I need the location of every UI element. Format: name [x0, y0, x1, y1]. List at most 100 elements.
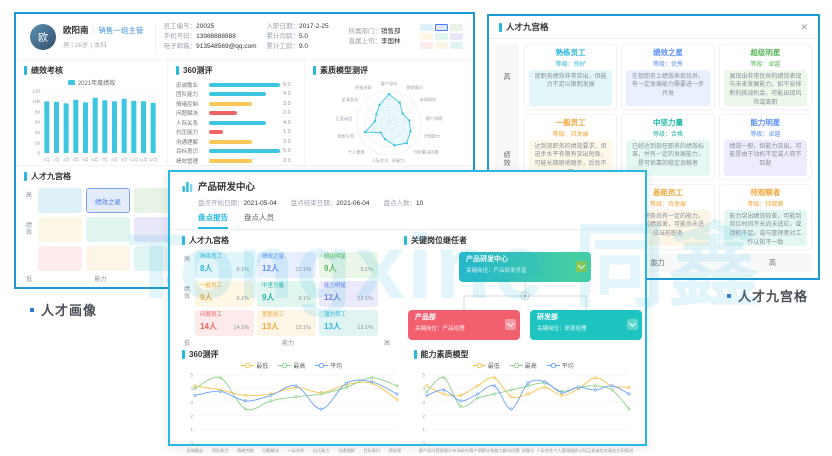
profile-field: 电子邮箱： 913548569@qq.com: [164, 43, 267, 50]
close-icon[interactable]: ✕: [800, 21, 808, 32]
ninegrid-wrap: 高 绩效 低 能力 高 绩效之星: [24, 186, 178, 283]
card-title: 差距员工: [652, 188, 683, 197]
svg-text:抗压能力: 抗压能力: [313, 447, 330, 454]
svg-text:80: 80: [35, 109, 41, 114]
card-description: 达到现职务的绩效要求，但进步水平有限有突出短板，可能长期原地踏步，后劲不足: [529, 139, 613, 176]
field-value: 李国林: [380, 38, 401, 45]
section-bar: [182, 236, 185, 245]
eval360-label: 团队能力: [176, 92, 199, 98]
field-label: 直属上司：: [348, 38, 381, 45]
profile-field: 累计司龄： 5.0: [267, 33, 349, 40]
legend-item-平均[interactable]: 平均: [315, 361, 342, 370]
collapse-button[interactable]: [627, 319, 638, 330]
report-grid-cell-能力明星[interactable]: 能力明星 12人 12.1%: [319, 281, 378, 307]
svg-text:40: 40: [35, 130, 41, 135]
svg-text:人际交往: 人际交往: [372, 157, 389, 164]
legend-item-最低[interactable]: 最低: [241, 361, 268, 370]
meta-field: 盘点结束日期：2021-06-04: [291, 197, 370, 207]
svg-text:1: 1: [422, 427, 425, 432]
svg-text:3月: 3月: [63, 157, 69, 162]
report-grid-cell-差距员工[interactable]: 差距员工 13人 13.1%: [257, 310, 316, 336]
ninegrid-cell: [38, 246, 82, 271]
eval360-fill: [209, 158, 252, 163]
eval360-track: [209, 149, 280, 153]
ninegrid-card-能力明星: 能力明星 等级：卓越 绩效一般，但能力突出，可能是由于动机不足或人岗不匹配: [718, 114, 812, 180]
field-label: 员工编号：: [163, 22, 197, 30]
svg-text:3: 3: [422, 400, 425, 405]
org-node-root[interactable]: 产品研发中心 关键岗位：产品研发总监: [459, 252, 591, 282]
meta-label: 盘点结束日期：: [290, 200, 337, 207]
report-grid-cell-超级明星[interactable]: 超级明星 9人 9.1%: [319, 252, 378, 278]
employee-meta: 男 | 26岁 | 本科: [63, 42, 107, 49]
report-grid-cell-中坚力量[interactable]: 中坚力量 9人 9.1%: [257, 281, 316, 307]
report-grid-cell-问题员工[interactable]: 问题员工 14人 14.1%: [195, 310, 254, 336]
collapse-button[interactable]: [576, 261, 587, 272]
ninegrid-cards: 熟练员工 等级：良好 现职务绩效非常突出，但能力不足以限制发展 绩效之星 等级：优秀 在现…: [524, 44, 812, 250]
eval360-value: 5.0: [283, 81, 291, 88]
eval360-label: 问题解决: [176, 111, 199, 117]
cell-title: 问题员工: [200, 312, 223, 318]
ninegrid-cell[interactable]: 绩效之星: [86, 188, 130, 213]
tab-review-report[interactable]: 盘点报告: [198, 212, 228, 229]
tab-review-staff[interactable]: 盘点人员: [244, 213, 274, 222]
axis-high-right: 高: [769, 260, 776, 267]
legend-item-平均[interactable]: 平均: [546, 361, 574, 370]
ninegrid-reference-panel: 人才九宫格 ✕ 高 绩效 熟练员工 等级：良好 现职务绩效非常突出，但能力不足以限制…: [487, 14, 820, 280]
axis-high: 高: [26, 193, 33, 199]
eval360-fill: [209, 92, 266, 96]
field-label: 所属部门：: [348, 27, 381, 35]
divider: [154, 23, 156, 50]
org-node-rd[interactable]: 研发部 关键岗位：研发经理: [530, 310, 642, 340]
card-grade: 等级：合格: [652, 131, 683, 138]
ninegrid-card-绩效之星: 绩效之星 等级：优秀 在现职务上绩效表现优异，有一定发展能力需要进一步开发: [621, 44, 715, 110]
collapse-button[interactable]: [505, 319, 516, 330]
section-bar: [413, 350, 417, 359]
ninegrid-cell: [86, 217, 130, 242]
svg-text:正直诚信: 正直诚信: [586, 447, 603, 454]
report-ninegrid-cells: 熟练员工 8人 8.1% 绩效之星 12人 12.1% 超级明星 9人 9.1% 一般员工 9人 9.…: [195, 252, 392, 336]
eval360-label: 沟通理解: [176, 139, 199, 146]
legend-item-最高[interactable]: 最高: [509, 361, 537, 370]
section-title-ninegrid: 人才九宫格: [31, 172, 71, 181]
cell-percent: 9.1%: [298, 295, 311, 302]
svg-text:情绪控制: 情绪控制: [237, 447, 254, 454]
report-title: 产品研发中心: [198, 182, 256, 193]
report-grid-cell-绩效之星[interactable]: 绩效之星 12人 12.1%: [257, 252, 316, 278]
mini-grid-cell: [435, 33, 448, 40]
section-title-perf: 绩效考核: [31, 66, 63, 75]
svg-text:100: 100: [32, 99, 40, 104]
report-grid-cell-潜力员工[interactable]: 潜力员工 13人 13.1%: [319, 310, 378, 336]
org-root-position: 关键岗位：产品研发总监: [466, 268, 527, 275]
field-value: 9.0: [299, 43, 309, 51]
ninegrid-card-待观察者: 待观察者 等级：待观察 能力突出绩效较差，可能到岗位时间不长尚未适应，或动机不足，或…: [718, 184, 812, 250]
svg-text:4: 4: [422, 386, 425, 391]
employee-job-title: 销售一组主管: [98, 25, 144, 35]
meta-label: 盘点人数：: [383, 200, 417, 207]
svg-text:个人管理: 个人管理: [553, 447, 571, 454]
perf-card: 绩效考核 2021年度绩效 0 20 40 60 80 100 120 1月 2月 3月 4月 5月 6…: [16, 60, 168, 165]
legend-item-最高[interactable]: 最高: [278, 361, 305, 370]
field-label: 电子邮箱：: [163, 43, 197, 51]
svg-text:人际交往: 人际交往: [536, 447, 553, 454]
perf-legend[interactable]: 2021年度绩效: [24, 78, 159, 87]
eval360-track: [209, 139, 280, 144]
eval360-track: [209, 120, 280, 125]
report-grid-cell-一般员工[interactable]: 一般员工 9人 9.1%: [195, 281, 254, 307]
org-node-product[interactable]: 产品部 关键岗位：产品经理: [408, 310, 520, 340]
portrait-charts-row: 绩效考核 2021年度绩效 0 20 40 60 80 100 120 1月 2月 3月 4月 5月 6…: [16, 60, 473, 166]
eval360-bar-row: 抗压能力 1.0: [176, 129, 296, 136]
profile-field: 所属部门： 销售部: [348, 28, 420, 35]
org-root-name: 产品研发中心: [466, 256, 508, 263]
meta-value: 2021-06-04: [336, 200, 370, 207]
svg-text:客户导向: 客户导向: [381, 80, 398, 87]
legend-item-最低[interactable]: 最低: [472, 361, 500, 370]
report-grid-cell-熟练员工[interactable]: 熟练员工 8人 8.1%: [195, 252, 254, 278]
chart-quality-section: 能力素质模型 最低 最高 平均 0 1 2 3 4 5 客户导向 营销意识 市场研究 客户洞察 计划能力…: [413, 349, 638, 456]
bullet-icon: [30, 307, 34, 312]
legend-label: 最高: [293, 364, 306, 370]
svg-text:12月: 12月: [149, 157, 157, 162]
svg-text:营销意识: 营销意识: [435, 447, 452, 454]
section-bar: [176, 66, 179, 75]
